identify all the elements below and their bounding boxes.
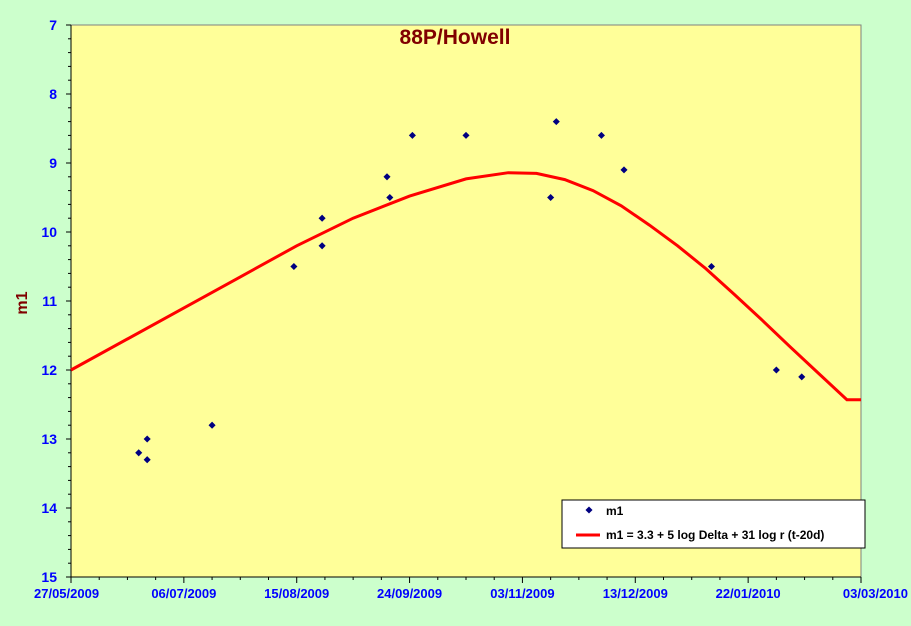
y-tick-label: 9 <box>49 155 57 171</box>
legend-box <box>561 499 866 549</box>
y-tick-label: 12 <box>41 362 57 378</box>
data-point <box>386 193 394 202</box>
data-point <box>383 173 391 181</box>
data-point <box>547 193 555 202</box>
data-point <box>707 262 715 271</box>
y-tick-label: 14 <box>41 500 57 516</box>
chart-title: 88P/Howell <box>400 26 511 49</box>
data-point <box>318 242 326 250</box>
data-point <box>462 131 470 139</box>
y-axis-label: m1 <box>14 291 31 314</box>
data-point <box>772 366 780 374</box>
data-point <box>143 456 151 464</box>
legend-label-fit: m1 = 3.3 + 5 log Delta + 31 log r (t-20d… <box>606 528 824 542</box>
x-tick-label: 06/07/2009 <box>151 586 216 601</box>
x-tick-label: 03/03/2010 <box>843 586 908 601</box>
data-point <box>552 118 560 126</box>
plot-area <box>70 24 862 578</box>
legend-label-m1: m1 <box>606 504 624 518</box>
data-point <box>135 449 143 457</box>
y-tick-label: 13 <box>41 431 57 447</box>
data-points <box>135 118 806 464</box>
x-tick-label: 24/09/2009 <box>377 586 442 601</box>
y-tick-label: 10 <box>41 224 57 240</box>
x-tick-label: 27/05/2009 <box>34 586 99 601</box>
x-tick-label: 15/08/2009 <box>264 586 329 601</box>
legend-marker-m1 <box>585 506 593 514</box>
x-tick-label: 13/12/2009 <box>603 586 668 601</box>
data-point <box>208 421 216 429</box>
y-tick-label: 15 <box>41 569 57 585</box>
y-tick-label: 11 <box>42 293 57 309</box>
x-tick-label: 22/01/2010 <box>716 586 781 601</box>
legend: m1 m1 = 3.3 + 5 log Delta + 31 log r (t-… <box>561 499 866 549</box>
data-point <box>408 131 416 139</box>
data-point <box>290 262 298 271</box>
data-point <box>143 435 151 443</box>
data-point <box>318 214 326 222</box>
x-tick-label: 03/11/2009 <box>490 586 554 601</box>
data-point <box>597 131 605 139</box>
data-point <box>798 373 806 381</box>
fit-curve <box>70 171 861 402</box>
data-point <box>620 166 628 174</box>
y-tick-label: 8 <box>49 86 57 102</box>
y-tick-label: 7 <box>49 17 57 33</box>
